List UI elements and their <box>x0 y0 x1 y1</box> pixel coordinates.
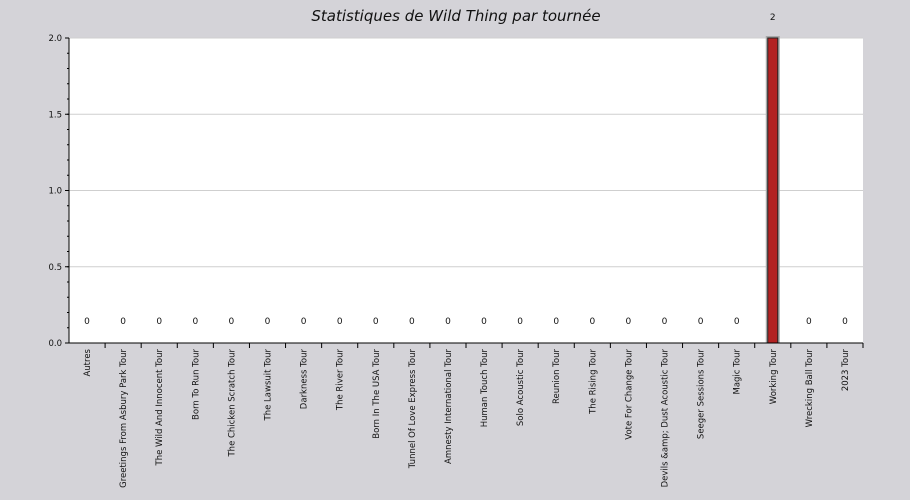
bar-value-label: 0 <box>156 317 162 327</box>
bar-value-label: 0 <box>553 317 559 327</box>
x-category-label: Magic Tour <box>733 349 743 395</box>
x-category-label: Amnesty International Tour <box>444 349 454 464</box>
x-category-label: Solo Acoustic Tour <box>516 349 526 427</box>
x-category-label: Greetings From Asbury Park Tour <box>119 349 129 488</box>
x-category-label: Darkness Tour <box>300 349 310 410</box>
bar-value-label: 0 <box>84 317 90 327</box>
bar-value-label: 0 <box>734 317 740 327</box>
x-category-label: Human Touch Tour <box>480 349 490 428</box>
y-tick-label: 0.0 <box>48 339 62 349</box>
bar-value-label: 0 <box>301 317 307 327</box>
bar-value-label: 0 <box>626 317 632 327</box>
x-category-label: Devils &amp; Dust Acoustic Tour <box>661 348 671 487</box>
x-category-label: The Wild And Innocent Tour <box>155 349 165 467</box>
bar-value-label: 0 <box>265 317 271 327</box>
bar-value-label: 2 <box>770 13 776 23</box>
y-tick-label: 2.0 <box>48 34 62 44</box>
bar-value-label: 0 <box>662 317 668 327</box>
bar-value-label: 0 <box>120 317 126 327</box>
bar-value-label: 0 <box>698 317 704 327</box>
x-category-label: The Rising Tour <box>588 349 598 415</box>
x-category-label: The Chicken Scratch Tour <box>227 349 237 458</box>
bar-value-label: 0 <box>842 317 848 327</box>
bar-value-label: 0 <box>445 317 451 327</box>
x-category-label: Born In The USA Tour <box>372 349 382 439</box>
bar-value-label: 0 <box>517 317 523 327</box>
y-tick-label: 1.5 <box>48 110 62 120</box>
x-category-label: Tunnel Of Love Express Tour <box>408 349 418 470</box>
bar-value-label: 0 <box>337 317 343 327</box>
x-category-label: Seeger Sessions Tour <box>697 349 707 440</box>
y-tick-label: 1.0 <box>48 187 62 197</box>
bar-value-label: 0 <box>373 317 379 327</box>
y-axis-ticks: 0.0 0.5 1.0 1.5 2.0 <box>48 34 69 349</box>
x-category-label: Vote For Change Tour <box>624 349 634 440</box>
x-category-label: Working Tour <box>769 348 779 404</box>
x-category-label: 2023 Tour <box>841 349 851 392</box>
chart-title: Statistiques de Wild Thing par tournée <box>311 7 600 25</box>
x-category-label: The River Tour <box>336 349 346 412</box>
x-category-label: Autres <box>83 348 93 376</box>
bar-value-label: 0 <box>589 317 595 327</box>
bar-value-label: 0 <box>409 317 415 327</box>
bar <box>767 37 779 344</box>
x-category-label: Reunion Tour <box>552 349 562 405</box>
bars <box>765 36 780 344</box>
y-tick-label: 0.5 <box>48 263 62 273</box>
bar-value-label: 0 <box>192 317 198 327</box>
x-category-label: Born To Run Tour <box>191 349 201 420</box>
data-labels: 0 0 0 0 0 0 0 0 0 0 0 0 0 0 0 0 0 0 0 2 0 0 <box>84 13 848 327</box>
x-category-label: The Lawsuit Tour <box>264 348 274 421</box>
x-category-label: Wrecking Ball Tour <box>805 349 815 428</box>
grid <box>69 37 863 268</box>
bar-value-label: 0 <box>481 317 487 327</box>
bar-value-label: 0 <box>229 317 235 327</box>
bar-value-label: 0 <box>806 317 812 327</box>
x-axis-labels: Autres Greetings From Asbury Park Tour The… <box>83 348 851 487</box>
